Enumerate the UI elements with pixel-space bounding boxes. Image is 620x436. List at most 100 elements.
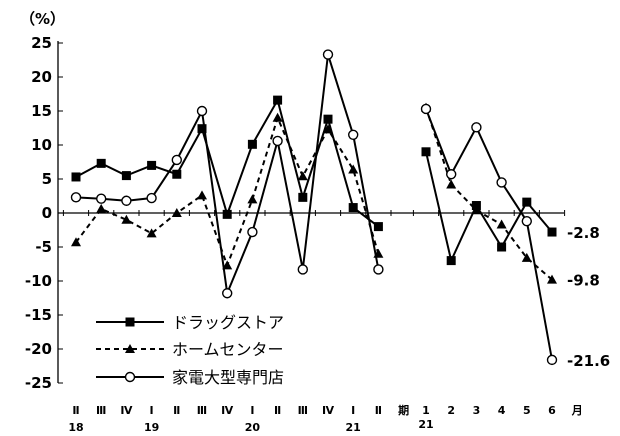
data-point-square (222, 209, 232, 219)
data-point-triangle (272, 112, 283, 122)
x-tick-label: Ⅳ (221, 404, 234, 417)
year-label: 18 (68, 421, 83, 434)
x-tick-label: Ⅳ (120, 404, 133, 417)
data-point-square (71, 172, 81, 182)
data-point-triangle (197, 190, 207, 200)
x-tick-label: Ⅲ (96, 404, 106, 417)
data-point-triangle (247, 194, 258, 204)
y-tick-label: 10 (31, 136, 52, 154)
x-tick-label: Ⅱ (72, 404, 79, 417)
series-drugstore (71, 95, 557, 266)
end-labels: -2.8 -9.8 -21.6 (567, 224, 610, 370)
x-tick-label: Ⅱ (173, 404, 180, 417)
legend-label: ドラッグストア (172, 313, 284, 332)
x-tick-label: Ⅰ (150, 404, 154, 417)
data-point-triangle (222, 260, 233, 270)
x-tick-label: 5 (523, 404, 531, 417)
series-layer (70, 49, 558, 366)
legend-label: ホームセンター (172, 340, 284, 359)
legend-item: 家電大型専門店 (96, 368, 284, 387)
data-point-triangle (71, 237, 81, 247)
legend-item: ドラッグストア (96, 313, 284, 332)
data-point-square (147, 160, 157, 170)
year-label: 19 (144, 421, 159, 434)
data-point-circle (496, 177, 507, 188)
y-tick-label: 0 (42, 204, 52, 222)
data-point-square (121, 171, 131, 181)
data-point-triangle (471, 205, 482, 215)
data-point-square (125, 317, 135, 327)
y-tick-label: -25 (25, 374, 52, 392)
data-point-triangle (171, 208, 182, 217)
data-point-triangle (125, 344, 135, 353)
data-point-circle (546, 354, 558, 366)
data-point-square (522, 197, 532, 207)
y-tick-label: 15 (31, 102, 52, 120)
data-point-square (497, 242, 507, 252)
y-tick-label: 25 (31, 34, 52, 52)
series-home-center (71, 102, 557, 284)
data-point-triangle (521, 252, 532, 262)
x-axis-ticks: Ⅱ Ⅲ Ⅳ Ⅰ Ⅱ Ⅲ Ⅳ Ⅰ Ⅱ Ⅲ Ⅳ Ⅰ Ⅱ 期 1 2 3 4 5 6 月 18 19 20 21 21 (62, 210, 583, 434)
y-axis-ticks: 25 20 15 10 5 0 -5 -10 -15 -20 -25 (25, 34, 63, 392)
data-point-triangle (297, 171, 308, 181)
x-tick-label: 6 (548, 404, 556, 417)
data-point-square (96, 158, 106, 168)
y-tick-label: 20 (31, 68, 52, 86)
x-tick-label: Ⅲ (298, 404, 308, 417)
data-point-circle (272, 135, 283, 147)
series-line-quarterly (75, 97, 380, 228)
series-end-label: -21.6 (567, 352, 610, 370)
x-tick-label: Ⅳ (322, 404, 335, 417)
series-electronics (70, 49, 558, 366)
data-point-square (446, 256, 456, 266)
y-tick-label: -10 (25, 272, 52, 290)
data-point-circle (146, 192, 157, 204)
y-tick-label: -20 (25, 340, 52, 358)
data-point-circle (247, 226, 258, 238)
y-tick-label: -15 (25, 306, 52, 324)
data-point-triangle (323, 124, 333, 134)
x-tick-label: Ⅲ (197, 404, 207, 417)
axes (57, 41, 564, 383)
y-axis-unit-label: （%） (20, 10, 65, 28)
data-point-circle (521, 215, 532, 227)
x-tick-label: Ⅱ (274, 404, 281, 417)
data-point-triangle (121, 214, 132, 224)
data-point-square (172, 169, 182, 179)
data-point-circle (297, 264, 308, 275)
x-tick-label: Ⅱ (375, 404, 382, 417)
data-point-circle (124, 371, 136, 383)
data-point-square (373, 222, 383, 232)
data-point-square (247, 139, 257, 149)
data-point-square (348, 203, 358, 213)
data-point-square (298, 192, 308, 202)
x-tick-label: Ⅰ (351, 404, 355, 417)
year-label: 21 (346, 421, 361, 434)
legend-label: 家電大型専門店 (172, 368, 284, 387)
series-line-monthly (425, 108, 553, 361)
data-point-square (273, 95, 283, 105)
x-tick-label: 期 (398, 403, 409, 417)
data-point-square (547, 227, 557, 237)
data-point-circle (196, 105, 208, 117)
data-point-triangle (96, 203, 107, 213)
data-point-triangle (446, 179, 457, 189)
x-tick-label: 4 (498, 404, 506, 417)
data-point-circle (171, 154, 183, 166)
x-tick-label: Ⅰ (250, 404, 254, 417)
data-point-square (323, 114, 333, 124)
data-point-circle (471, 122, 482, 133)
data-point-triangle (496, 219, 507, 229)
data-point-circle (121, 195, 132, 206)
data-point-triangle (547, 274, 557, 284)
data-point-triangle (348, 164, 359, 174)
year-label: 21 (418, 418, 433, 431)
data-point-circle (420, 103, 432, 115)
y-tick-label: 5 (42, 170, 52, 188)
legend-item: ホームセンター (96, 340, 284, 359)
series-line-monthly (425, 151, 553, 264)
data-point-square (421, 147, 431, 157)
